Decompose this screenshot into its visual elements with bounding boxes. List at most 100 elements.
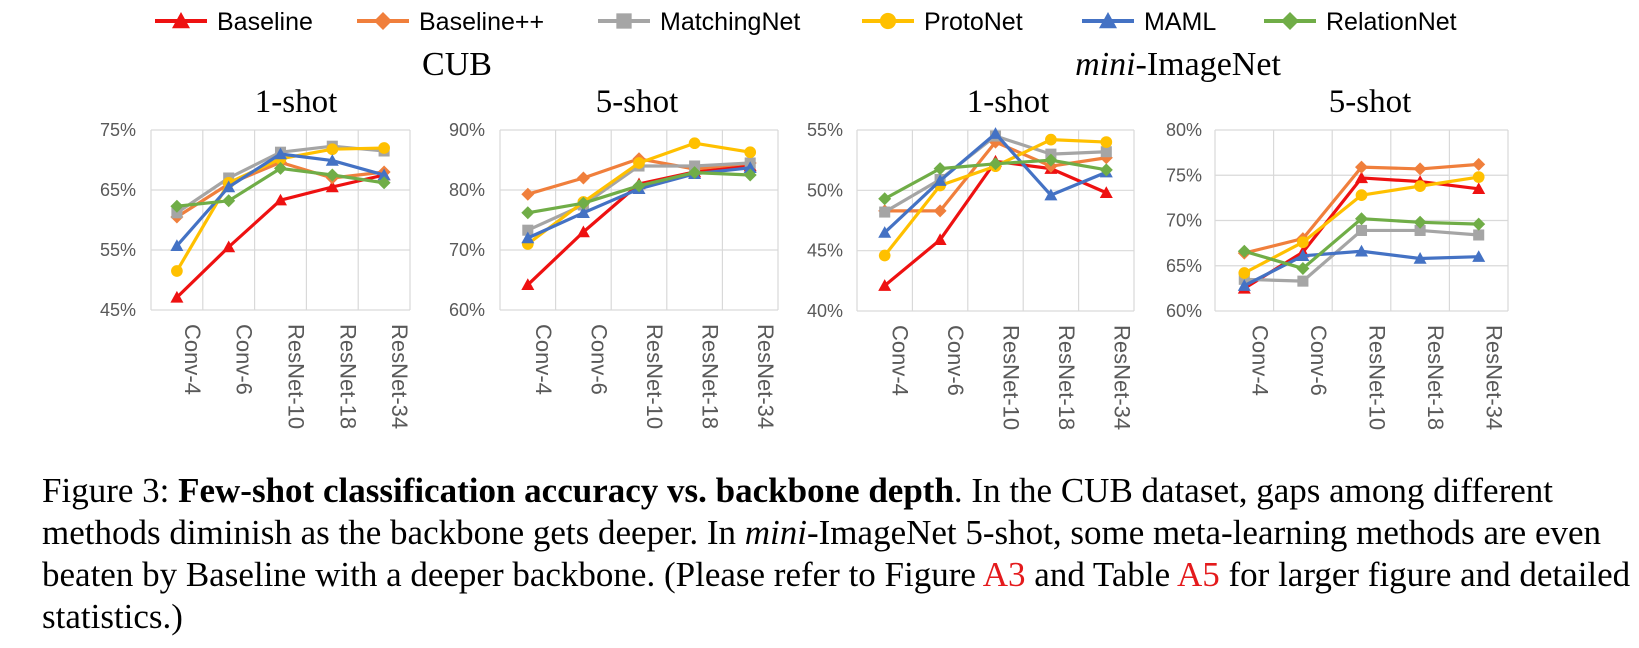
series-relationnet (521, 166, 757, 220)
data-point (1472, 217, 1486, 231)
series-relationnet (170, 161, 391, 213)
data-point (1297, 275, 1309, 287)
data-point (744, 146, 757, 159)
data-point (688, 166, 702, 180)
data-point (1472, 250, 1486, 262)
data-point (1099, 186, 1113, 198)
data-point (743, 161, 757, 173)
caption-text-3: and Table (1025, 555, 1177, 594)
legend-label: RelationNet (1326, 8, 1457, 36)
legend: Baseline Baseline++ MatchingNet ProtoNet MAM… (155, 8, 1457, 36)
x-tick-label: Conv-4 (1247, 325, 1272, 396)
group-title-mini-imagenet: mini-ImageNet (1075, 46, 1281, 83)
data-point (1045, 133, 1057, 146)
grid (856, 129, 1135, 312)
y-tick-label: 65% (100, 180, 136, 200)
data-point (576, 206, 590, 218)
data-point (1100, 136, 1113, 148)
x-tick-label: ResNet-34 (753, 324, 778, 429)
data-point (689, 160, 701, 172)
y-tick-label: 65% (1166, 256, 1202, 276)
data-point (222, 194, 236, 208)
data-point (1044, 153, 1058, 167)
y-tick-label: 55% (100, 240, 136, 260)
data-point (1414, 224, 1426, 236)
data-point (1473, 229, 1485, 241)
data-point (1472, 171, 1485, 183)
caption-ref-figure-a3[interactable]: A3 (982, 555, 1026, 594)
data-point (1413, 215, 1427, 229)
y-tick-label: 75% (1166, 165, 1202, 185)
legend-marker (374, 12, 392, 30)
data-point (522, 224, 534, 236)
caption-text-4: for larger figure and detailed statistic… (42, 555, 1631, 636)
chart-title: 1-shot (967, 84, 1050, 120)
x-tick-label: ResNet-34 (1482, 325, 1507, 430)
data-point (222, 180, 236, 193)
data-point (989, 127, 1002, 139)
legend-item-protonet: ProtoNet (862, 8, 1023, 36)
data-point (1237, 244, 1251, 258)
legend-item-relationnet: RelationNet (1264, 8, 1457, 36)
data-point (171, 265, 183, 277)
data-point (1355, 224, 1368, 236)
x-tick-label: ResNet-10 (284, 324, 309, 429)
x-tick-label: Conv-4 (180, 324, 205, 395)
data-point (878, 249, 891, 262)
x-tick-label: Conv-6 (232, 324, 257, 395)
data-point (1413, 162, 1427, 176)
chart-mini-imagenet-5-shot: 5-shot 60% 65% 70% 75% 80% Conv-4 Conv-6 ResNet-… (1166, 84, 1509, 430)
figure: Baseline Baseline++ MatchingNet ProtoNet MAM… (100, 8, 1509, 430)
y-tick-label: 50% (807, 180, 843, 200)
data-point (878, 279, 892, 291)
data-point (378, 142, 390, 154)
legend-label: MAML (1144, 8, 1216, 36)
legend-marker (616, 13, 632, 29)
data-point (1296, 261, 1310, 275)
data-point (325, 168, 339, 182)
data-point (1472, 157, 1486, 171)
data-point (576, 225, 590, 238)
series-baseline (878, 154, 1113, 291)
data-point (1472, 182, 1486, 195)
data-point (377, 168, 391, 181)
data-point (688, 137, 701, 150)
x-tick-label: ResNet-10 (1365, 325, 1390, 430)
data-point (1296, 249, 1310, 261)
data-point (325, 180, 339, 193)
y-tick-label: 70% (449, 240, 485, 260)
data-point (170, 290, 184, 303)
data-point (521, 231, 535, 244)
data-point (1414, 180, 1426, 192)
caption-ref-table-a5[interactable]: A5 (1176, 555, 1220, 594)
data-point (1238, 267, 1251, 279)
data-point (1355, 171, 1368, 184)
x-tick-label: ResNet-10 (642, 324, 667, 429)
data-point (743, 168, 757, 182)
x-tick-label: ResNet-18 (335, 324, 360, 429)
chart-title: 1-shot (255, 84, 338, 120)
y-tick-label: 40% (807, 301, 843, 321)
data-point (933, 162, 947, 176)
caption-italic-mini: mini (744, 513, 807, 552)
x-tick-label: Conv-6 (1306, 325, 1331, 396)
data-point (170, 239, 184, 251)
caption-text-1: . In the CUB dataset, gaps among differe… (42, 471, 1553, 552)
series-baseline (170, 168, 391, 303)
data-point (222, 240, 236, 253)
data-point (1355, 244, 1368, 257)
data-point (521, 206, 535, 220)
data-point (989, 157, 1002, 171)
data-point (1099, 163, 1113, 177)
data-point (521, 187, 535, 201)
legend-item-baseline: Baseline (155, 8, 313, 36)
data-point (878, 192, 892, 206)
data-point (633, 157, 645, 169)
chart-mini-imagenet-1-shot: 1-shot 40% 45% 50% 55% Conv-4 Conv-6 ResNet-10 R… (807, 84, 1135, 430)
data-point (1355, 160, 1368, 174)
data-point (933, 174, 947, 186)
x-tick-label: ResNet-18 (1423, 325, 1448, 430)
data-point (171, 207, 183, 219)
data-point (1355, 212, 1368, 226)
data-point (1044, 188, 1058, 201)
